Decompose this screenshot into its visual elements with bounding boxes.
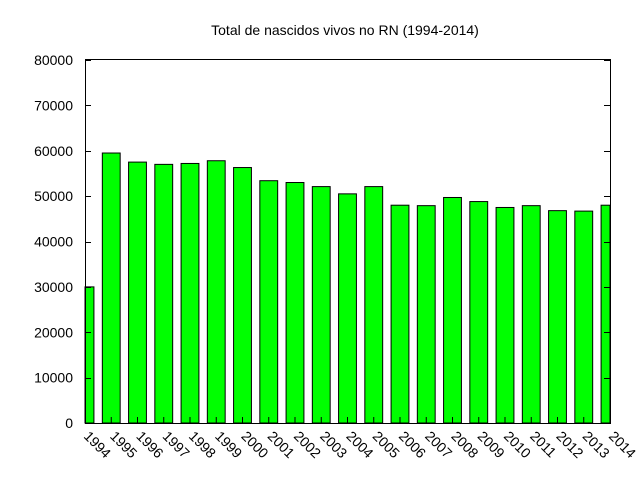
x-tick-label-1999: 1999	[212, 428, 245, 461]
chart-title: Total de nascidos vivos no RN (1994-2014…	[211, 22, 479, 38]
x-tick-label-2005: 2005	[370, 428, 403, 461]
x-tick-label-1997: 1997	[160, 428, 193, 461]
bar-2001	[259, 180, 279, 424]
x-tick-label-1996: 1996	[133, 428, 166, 461]
x-tick-label-2009: 2009	[475, 428, 508, 461]
bar-2010	[495, 206, 515, 424]
bar-2007	[416, 205, 436, 424]
bar-2003	[311, 186, 331, 424]
y-tick-label-60000: 60000	[34, 143, 73, 159]
y-tick-label-10000: 10000	[34, 370, 73, 386]
x-tick-label-2004: 2004	[343, 428, 376, 461]
bar-2006	[390, 204, 410, 424]
bar-1996	[128, 161, 147, 424]
x-tick-label-1995: 1995	[107, 428, 140, 461]
y-tick-label-50000: 50000	[34, 188, 73, 204]
y-axis: 0 10000 20000 30000 40000 50000 60000 70000 8000…	[34, 52, 610, 431]
x-tick-label-1994: 1994	[81, 428, 114, 461]
x-tick-label-2010: 2010	[501, 428, 534, 461]
bar-2008	[443, 196, 462, 424]
bar-1995	[101, 152, 121, 424]
bar-1997	[154, 163, 174, 424]
bar-2011	[521, 205, 541, 424]
bar-2005	[364, 186, 384, 424]
x-tick-label-2013: 2013	[580, 428, 613, 461]
bar-1999	[206, 160, 226, 424]
y-tick-label-40000: 40000	[34, 234, 73, 250]
x-tick-label-2002: 2002	[291, 428, 324, 461]
x-tick-label-2001: 2001	[265, 428, 298, 461]
bar-2009	[469, 201, 489, 424]
x-tick-label-2000: 2000	[238, 428, 271, 461]
bar-1998	[180, 162, 200, 424]
bar-2002	[285, 182, 305, 424]
x-tick-label-1998: 1998	[186, 428, 219, 461]
x-tick-label-2006: 2006	[396, 428, 429, 461]
plot-frame	[85, 59, 611, 424]
bar-2013	[574, 210, 594, 424]
y-tick-label-80000: 80000	[34, 52, 73, 68]
x-tick-label-2007: 2007	[422, 428, 455, 461]
x-tick-label-2012: 2012	[553, 428, 586, 461]
y-tick-label-30000: 30000	[34, 279, 73, 295]
x-tick-label-2014: 2014	[606, 428, 639, 461]
x-tick-label-2003: 2003	[317, 428, 350, 461]
bar-2014	[600, 204, 611, 424]
x-tick-label-2008: 2008	[448, 428, 481, 461]
bars-layer	[84, 152, 611, 424]
bar-2000	[233, 167, 252, 424]
y-tick-label-20000: 20000	[34, 324, 73, 340]
bar-2012	[548, 210, 567, 424]
bar-1994	[84, 286, 95, 424]
y-tick-label-0: 0	[65, 415, 73, 431]
y-tick-label-70000: 70000	[34, 97, 73, 113]
bar-2004	[338, 193, 357, 424]
x-tick-label-2011: 2011	[527, 428, 560, 461]
